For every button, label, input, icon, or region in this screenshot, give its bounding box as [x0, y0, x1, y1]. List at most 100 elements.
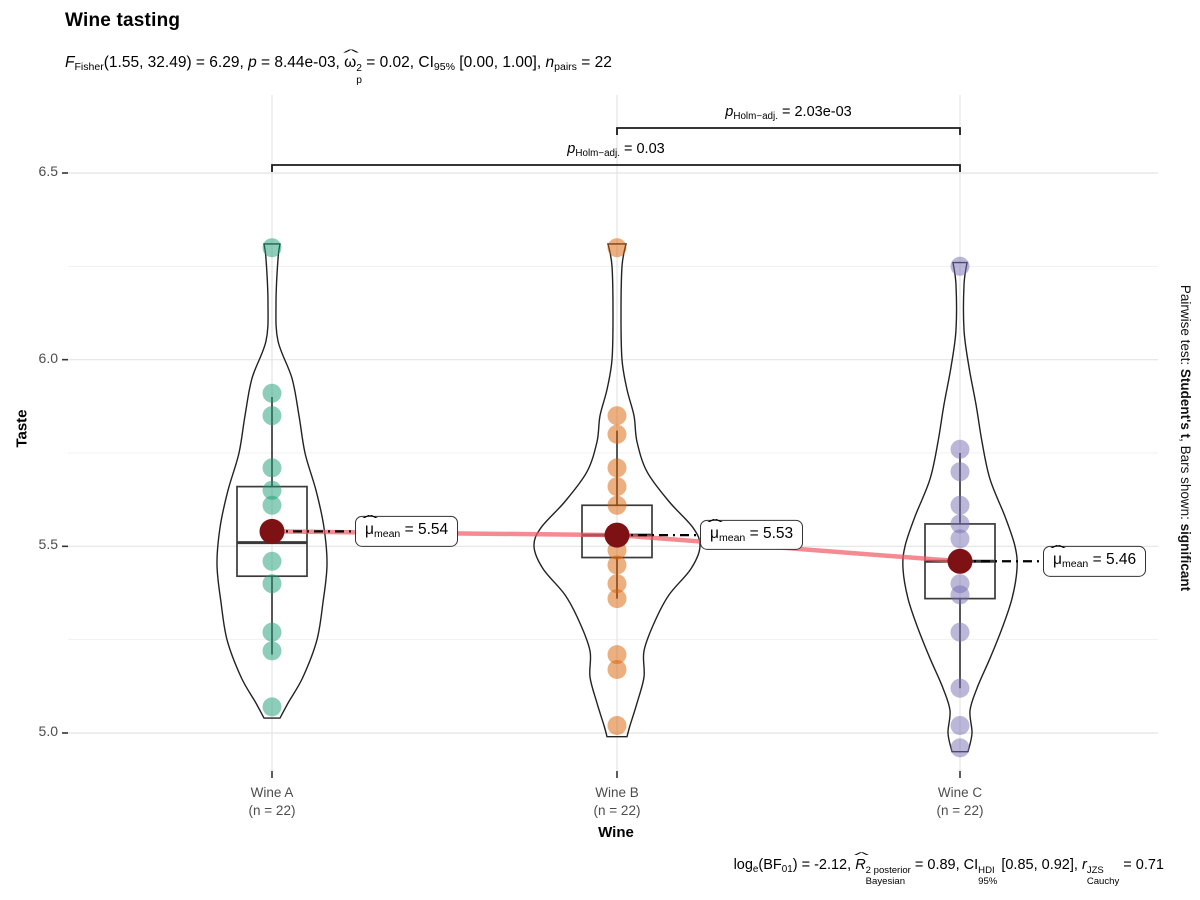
text-segment: e — [752, 863, 759, 875]
data-point — [262, 697, 282, 717]
text-segment: [0.85, 0.92], — [997, 857, 1082, 873]
stacked-script: HDI 95% — [978, 864, 998, 887]
mean-point — [947, 548, 973, 574]
stacked-script: JZS Cauchy — [1086, 864, 1120, 887]
data-point — [950, 256, 970, 276]
data-point — [607, 424, 627, 444]
data-point — [950, 462, 970, 482]
y-tick-label: 6.0 — [38, 349, 58, 366]
data-point — [607, 716, 627, 735]
data-point — [607, 495, 627, 515]
data-point — [950, 716, 970, 735]
text-segment: mean — [718, 532, 746, 545]
data-point — [262, 574, 282, 594]
text-segment: = 0.03 — [619, 141, 665, 158]
pairwise-test-note: Pairwise test: Student's t, Bars shown: … — [1178, 285, 1193, 591]
violin-outline — [216, 243, 328, 719]
text-segment: r — [1081, 857, 1087, 873]
text-segment: Holm−adj. — [733, 111, 778, 122]
data-point — [607, 477, 627, 497]
y-axis-title: Taste — [13, 409, 31, 448]
y-tick-label: 6.5 — [38, 163, 58, 179]
data-point — [262, 495, 282, 515]
x-tick-label: Wine B (n = 22) — [557, 784, 677, 820]
text-segment: log — [733, 857, 753, 873]
data-point — [262, 458, 282, 478]
hat-accent: ^ — [1049, 543, 1066, 554]
x-tick-label: Wine C (n = 22) — [900, 784, 1020, 820]
text-segment: mean — [373, 528, 401, 541]
text-segment: n — [545, 54, 555, 71]
data-point — [607, 589, 627, 609]
text-segment: p — [567, 141, 576, 158]
text-segment: Pairwise test: — [1178, 284, 1193, 369]
data-point — [607, 645, 627, 665]
text-segment: 95% — [433, 61, 455, 74]
text-segment: Student's t — [1178, 368, 1193, 439]
data-point — [950, 529, 970, 549]
data-point — [950, 678, 970, 698]
hat-accent: ^ — [342, 47, 359, 58]
text-segment: p — [725, 104, 734, 121]
mean-value-label: ^ μmean = 5.46 — [1043, 543, 1147, 577]
text-segment: significant — [1178, 523, 1193, 592]
text-segment: (BF — [758, 857, 782, 873]
data-point — [607, 406, 627, 426]
text-segment: mean — [1061, 558, 1089, 571]
x-tick-label: Wine A (n = 22) — [212, 784, 332, 820]
data-point — [262, 641, 282, 661]
text-segment: (1.55, 32.49) = 6.29, — [103, 54, 249, 71]
text-segment: ^ μ — [361, 513, 378, 539]
text-segment: ^ μ — [706, 517, 723, 542]
mean-value-label: ^ μmean = 5.54 — [355, 513, 459, 547]
data-point — [950, 514, 970, 534]
significance-bracket — [616, 127, 961, 135]
data-point — [607, 238, 627, 258]
text-segment: = 0.89, CI — [910, 857, 979, 873]
text-segment: ^ ω — [342, 47, 359, 71]
text-segment: = 2.03e-03 — [777, 104, 852, 121]
violin-outline — [533, 243, 701, 738]
group-name: Wine C — [937, 785, 983, 800]
text-segment: Holm−adj. — [575, 148, 620, 159]
text-segment: [0.00, 1.00], — [455, 54, 546, 71]
bracket-p-value-label: pHolm−adj. = 2.03e-03 — [725, 104, 851, 122]
group-name: Wine B — [595, 785, 639, 800]
data-point — [607, 458, 627, 478]
hat-accent: ^ — [361, 513, 378, 524]
text-segment: = 5.54 — [400, 521, 449, 539]
text-segment: F — [65, 54, 75, 71]
text-segment: ^ μ — [1049, 543, 1066, 569]
text-segment: ^ R — [853, 851, 869, 873]
bracket-p-value-label: pHolm−adj. = 0.03 — [567, 141, 664, 159]
text-segment: 01 — [781, 863, 793, 875]
data-point — [607, 660, 627, 679]
group-sample-size: (n = 22) — [593, 802, 641, 818]
text-segment: , Bars shown: — [1178, 438, 1193, 524]
data-point — [262, 480, 282, 500]
text-segment: = 5.46 — [1088, 551, 1137, 569]
data-point — [607, 555, 627, 575]
hat-accent: ^ — [706, 517, 723, 527]
text-segment: = 5.53 — [745, 524, 794, 542]
mean-point — [604, 522, 630, 548]
text-segment: = 22 — [576, 54, 612, 71]
data-point — [950, 738, 970, 758]
stacked-script: 2 posterior Bayesian — [865, 864, 911, 887]
mean-value-label: ^ μmean = 5.53 — [700, 517, 804, 551]
text-segment: ) = -2.12, — [792, 857, 856, 873]
y-tick-label: 5.5 — [38, 536, 58, 553]
data-point — [262, 238, 282, 258]
data-point — [262, 406, 282, 426]
data-point — [950, 439, 970, 459]
y-tick-label: 5.0 — [38, 723, 58, 739]
text-segment: = 0.71 — [1119, 857, 1164, 873]
x-axis-title: Wine — [598, 824, 634, 841]
text-segment: = 0.02, CI — [361, 54, 434, 71]
frequentist-stats-subtitle: FFisher(1.55, 32.49) = 6.29, p = 8.44e-0… — [65, 47, 612, 87]
text-segment: = 8.44e-03, — [256, 54, 345, 71]
data-point — [950, 622, 970, 642]
text-segment: p — [248, 54, 257, 71]
